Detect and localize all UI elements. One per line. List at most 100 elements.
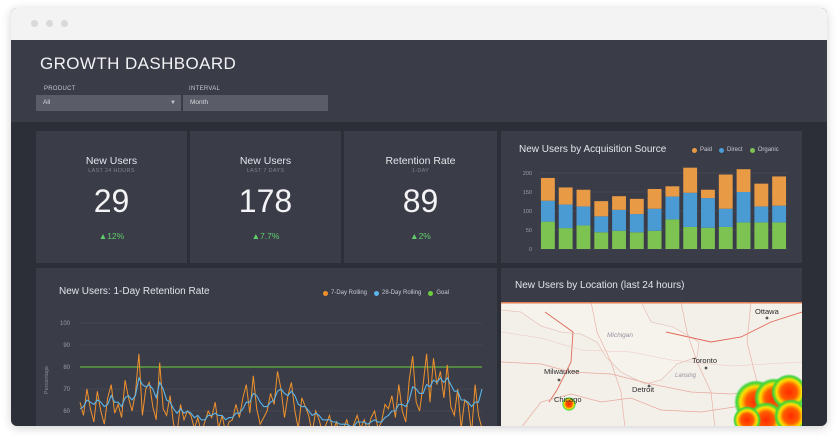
kpi-value: 178 xyxy=(238,183,293,219)
bar-segment-organic[interactable] xyxy=(540,221,555,249)
bar-segment-organic[interactable] xyxy=(718,226,733,249)
bar-segment-paid[interactable] xyxy=(647,188,662,209)
bar-segment-paid[interactable] xyxy=(612,196,626,210)
map-border xyxy=(544,311,574,403)
bar-segment-organic[interactable] xyxy=(558,228,573,249)
bar-segment-direct[interactable] xyxy=(612,209,626,231)
bar-segment-paid[interactable] xyxy=(665,186,680,197)
window-titlebar xyxy=(11,8,827,40)
bar-segment-organic[interactable] xyxy=(754,222,769,249)
bar-segment-direct[interactable] xyxy=(594,216,609,233)
map-label-michigan: Michigan xyxy=(607,332,633,339)
product-select-value: All xyxy=(43,99,51,106)
legend-swatch-organic xyxy=(749,147,755,153)
page-title: GROWTH DASHBOARD xyxy=(40,54,237,73)
y-tick-label: 100 xyxy=(60,321,71,327)
heatmap-cluster-east xyxy=(733,374,802,426)
window-zoom-dot[interactable] xyxy=(61,20,68,27)
bar-segment-direct[interactable] xyxy=(647,208,662,231)
product-filter-label: PRODUCT xyxy=(44,86,76,92)
window-minimize-dot[interactable] xyxy=(46,20,53,27)
legend-swatch-28day xyxy=(374,290,380,296)
kpi-delta: ▲12% xyxy=(36,231,187,241)
bar-segment-direct[interactable] xyxy=(736,192,751,223)
legend-label-goal: Goal xyxy=(436,290,450,296)
map-label-lansing: Lansing xyxy=(675,373,697,379)
bar-segment-paid[interactable] xyxy=(594,201,609,217)
bar-segment-organic[interactable] xyxy=(701,227,715,249)
bar-segment-organic[interactable] xyxy=(772,222,787,249)
legend-label-direct: Direct xyxy=(727,147,743,153)
bar-segment-organic[interactable] xyxy=(594,232,609,249)
bar-segment-direct[interactable] xyxy=(629,214,644,233)
bar-segment-paid[interactable] xyxy=(736,169,751,192)
acquisition-chart-card: New Users by Acquisition Source Paid Dir… xyxy=(501,131,802,263)
bar-segment-organic[interactable] xyxy=(629,232,644,249)
series-line-7day-rolling[interactable] xyxy=(79,353,482,426)
bar-segment-organic[interactable] xyxy=(683,226,698,249)
legend-swatch-goal xyxy=(428,290,434,296)
acquisition-bar-chart: 200 150 100 50 0 xyxy=(523,167,788,253)
kpi-title: New Users xyxy=(239,155,292,167)
series-line-28day-rolling[interactable] xyxy=(79,376,483,426)
interval-filter-label: INTERVAL xyxy=(189,86,221,92)
bar-segment-paid[interactable] xyxy=(540,177,555,201)
map-label-milwaukee: Milwaukee xyxy=(544,367,579,376)
map-top-border xyxy=(501,302,802,304)
bar-segment-direct[interactable] xyxy=(558,204,573,229)
bar-segment-paid[interactable] xyxy=(772,176,787,206)
window-close-dot[interactable] xyxy=(31,20,38,27)
map-road xyxy=(501,331,802,367)
legend-label-28day: 28-Day Rolling xyxy=(382,290,422,296)
map-border xyxy=(665,311,802,343)
arrow-up-icon: ▲ xyxy=(251,231,261,241)
kpi-subtitle: LAST 7 DAYS xyxy=(246,168,285,174)
map-city-dot xyxy=(647,384,651,388)
legend-label-organic: Organic xyxy=(757,147,779,153)
retention-y-axis-label: Percentage xyxy=(44,366,50,394)
bar-segment-direct[interactable] xyxy=(665,196,680,220)
kpi-subtitle: LAST 24 HOURS xyxy=(88,168,135,174)
location-map-card: New Users by Location (last 24 hours) xyxy=(501,268,802,426)
app-window: GROWTH DASHBOARD PRODUCT All ▼ INTERVAL … xyxy=(11,8,827,426)
bar-segment-organic[interactable] xyxy=(612,230,626,249)
y-tick-label: 150 xyxy=(523,190,532,196)
map-city-dot xyxy=(765,316,769,320)
location-map[interactable]: Ottawa Michigan Toronto Milwaukee Detroi… xyxy=(501,302,802,426)
kpi-card-new-users-24h: New Users LAST 24 HOURS 29 ▲12% xyxy=(36,131,187,263)
y-tick-label: 70 xyxy=(63,387,70,393)
y-tick-label: 100 xyxy=(523,209,532,215)
y-tick-label: 0 xyxy=(529,247,532,253)
bar-segment-direct[interactable] xyxy=(754,206,769,223)
acquisition-chart-title: New Users by Acquisition Source xyxy=(519,144,667,155)
bar-segment-direct[interactable] xyxy=(576,206,591,226)
bar-segment-paid[interactable] xyxy=(683,167,698,193)
acquisition-legend: Paid Direct Organic xyxy=(685,147,779,153)
bar-segment-direct[interactable] xyxy=(701,198,715,228)
interval-select[interactable]: Month xyxy=(183,95,328,111)
arrow-up-icon: ▲ xyxy=(98,231,108,241)
bar-segment-direct[interactable] xyxy=(718,208,733,227)
legend-label-7day: 7-Day Rolling xyxy=(331,290,368,296)
kpi-card-retention-rate: Retention Rate 1-DAY 89 ▲2% xyxy=(344,131,497,263)
bar-segment-paid[interactable] xyxy=(576,189,591,207)
map-city-dot xyxy=(704,366,708,370)
bar-segment-organic[interactable] xyxy=(736,222,751,249)
kpi-delta-value: 2% xyxy=(418,231,431,241)
bar-segment-direct[interactable] xyxy=(772,205,787,223)
bar-segment-paid[interactable] xyxy=(701,189,715,199)
bar-segment-paid[interactable] xyxy=(558,187,573,205)
product-select[interactable]: All ▼ xyxy=(36,95,181,111)
map-label-chicago: Chicago xyxy=(554,395,582,404)
caret-down-icon: ▼ xyxy=(170,100,176,106)
bar-segment-organic[interactable] xyxy=(665,219,680,249)
bar-segment-direct[interactable] xyxy=(683,192,698,227)
bar-segment-organic[interactable] xyxy=(647,230,662,249)
map-label-ottawa: Ottawa xyxy=(755,307,780,316)
bar-segment-paid[interactable] xyxy=(754,183,769,207)
bar-segment-paid[interactable] xyxy=(629,198,644,215)
bar-segment-paid[interactable] xyxy=(718,174,733,209)
bar-segment-organic[interactable] xyxy=(576,225,591,249)
map-road xyxy=(680,302,716,426)
bar-segment-direct[interactable] xyxy=(540,200,555,222)
